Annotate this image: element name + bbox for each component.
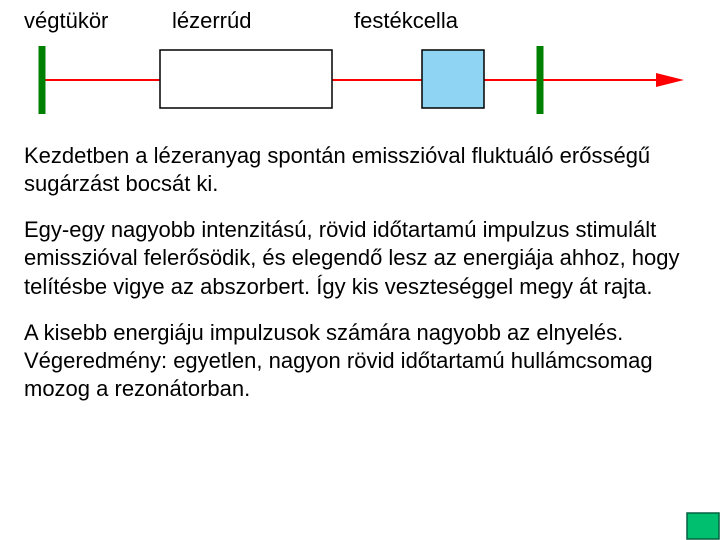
diagram-svg	[24, 8, 696, 128]
slide-page: végtükör lézerrúd festékcella Kezdetben …	[0, 0, 720, 540]
body-text: Kezdetben a lézeranyag spontán emisszióv…	[24, 142, 696, 403]
corner-decoration	[686, 512, 720, 540]
beam-arrowhead	[656, 73, 684, 87]
paragraph-3: A kisebb energiáju impulzusok számára na…	[24, 319, 696, 403]
laser-cavity-diagram: végtükör lézerrúd festékcella	[24, 8, 696, 128]
corner-rect	[687, 513, 719, 539]
dye-cell-box	[422, 50, 484, 108]
paragraph-2: Egy-egy nagyobb intenzitású, rövid időta…	[24, 216, 696, 300]
laser-rod-box	[160, 50, 332, 108]
paragraph-1: Kezdetben a lézeranyag spontán emisszióv…	[24, 142, 696, 198]
